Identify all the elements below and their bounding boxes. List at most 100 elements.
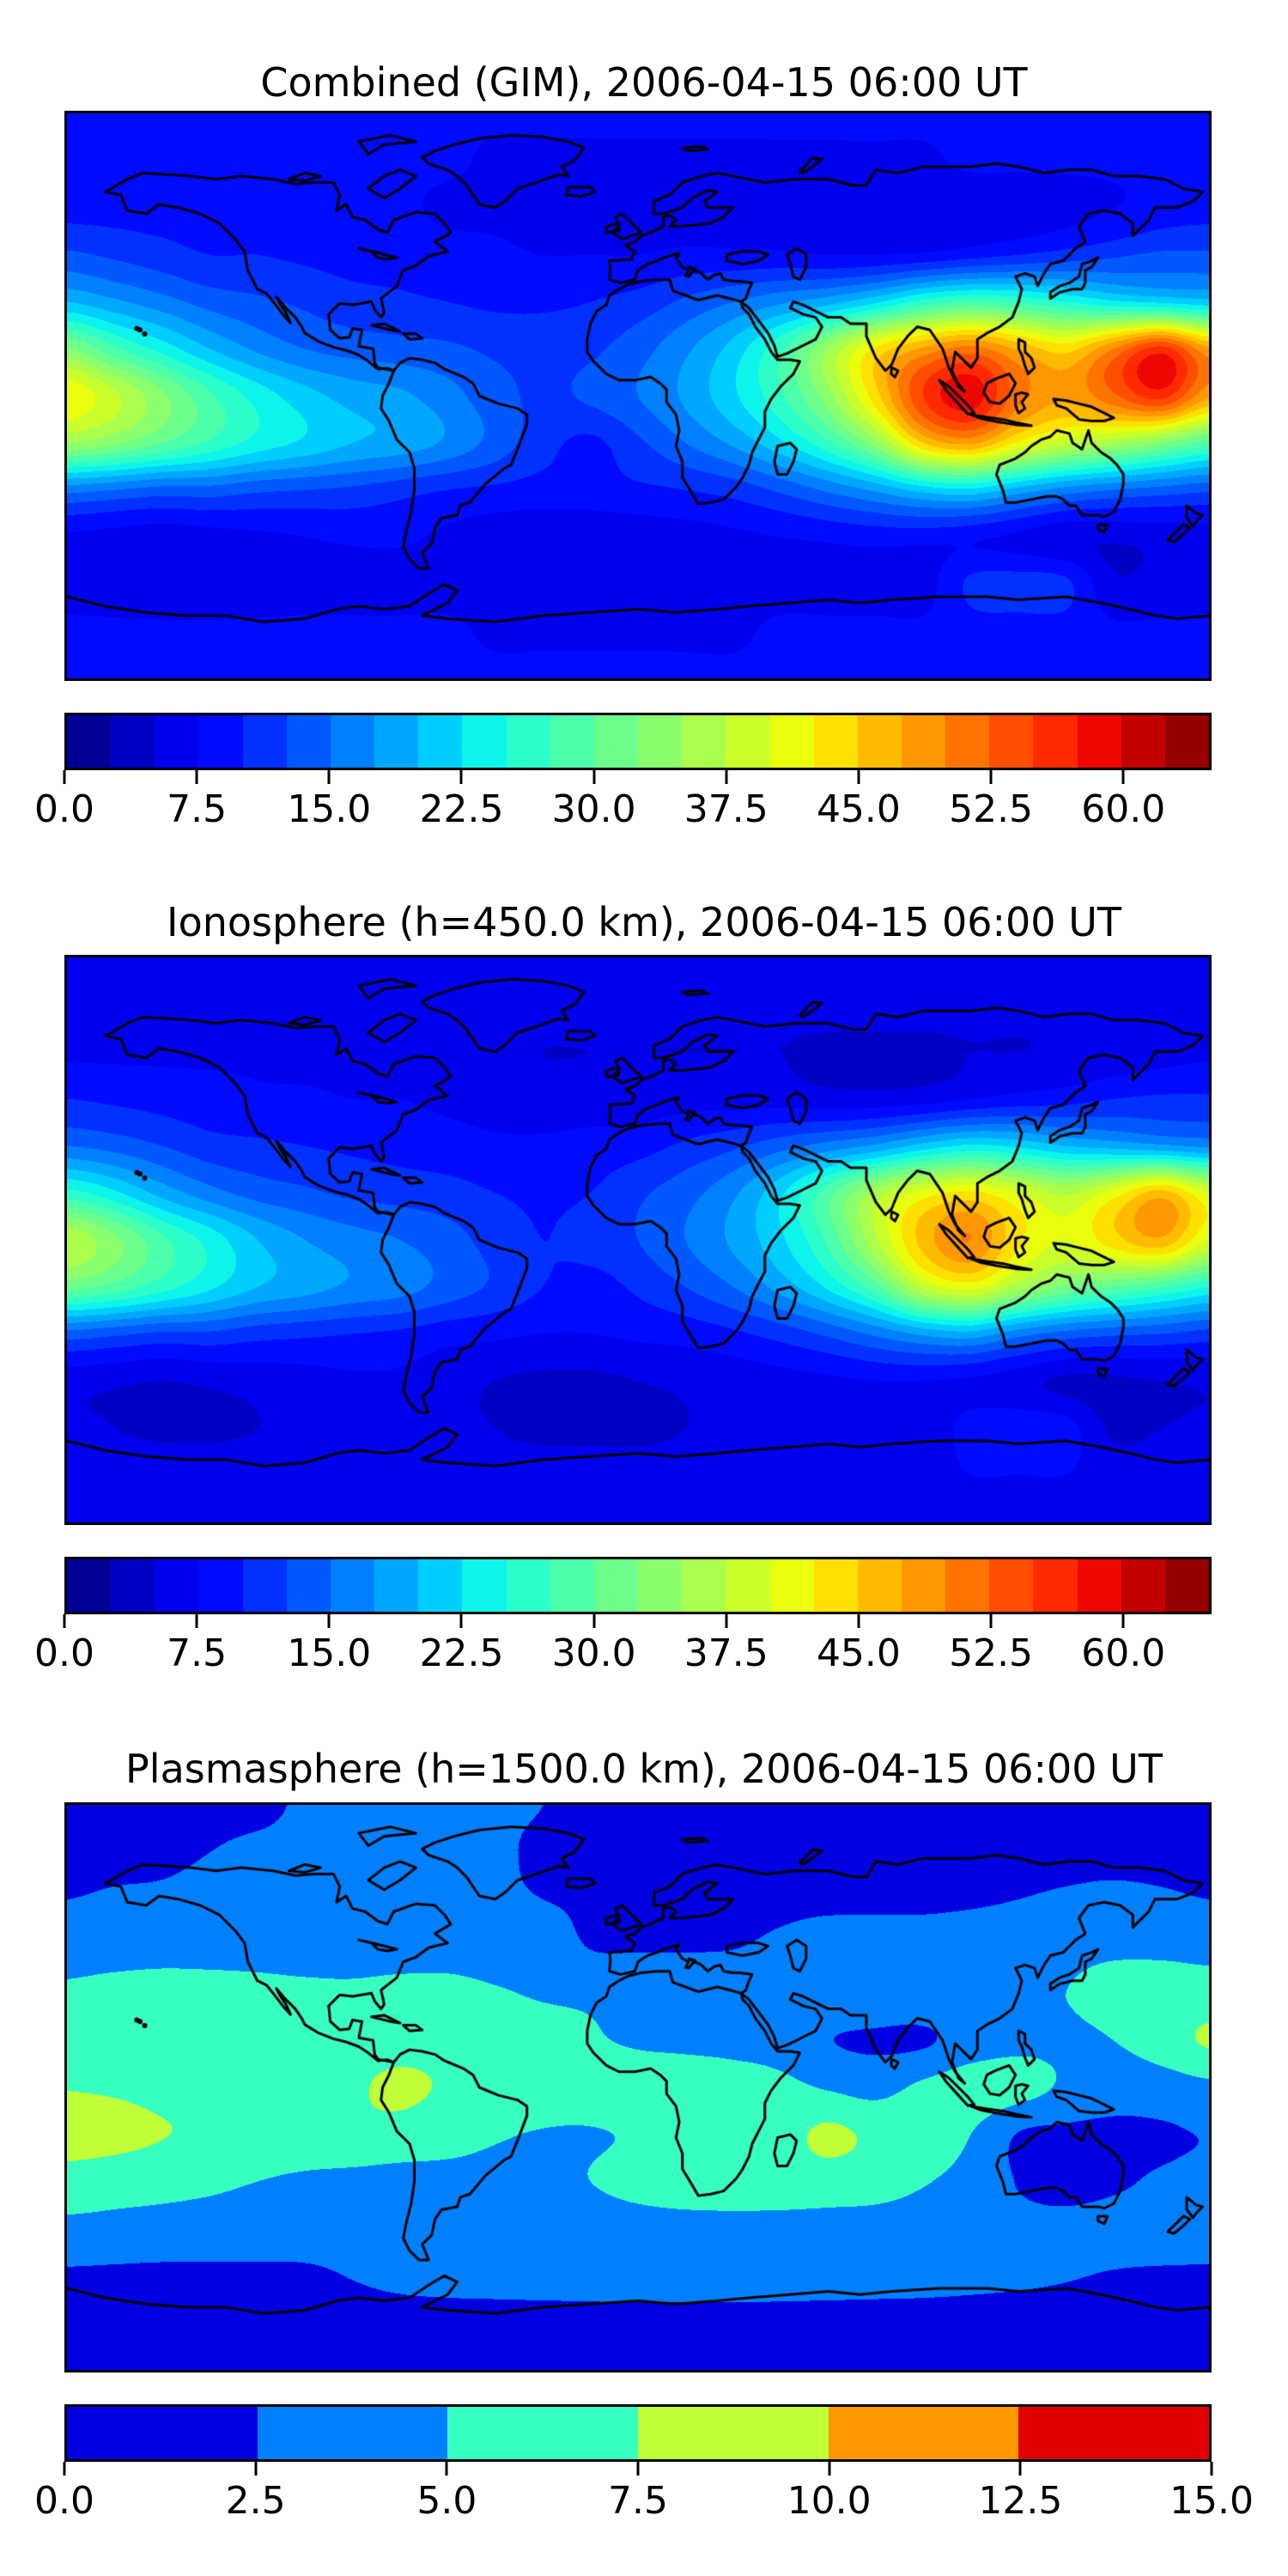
colorbar-segment <box>1077 1559 1121 1612</box>
colorbar-segment <box>155 715 199 768</box>
colorbar-segment <box>418 1559 463 1612</box>
colorbar-segment <box>550 1559 594 1612</box>
colorbar-tick-label: 60.0 <box>1081 787 1166 831</box>
colorbar-segment <box>813 715 858 768</box>
panel-title-plasmasphere: Plasmasphere (h=1500.0 km), 2006-04-15 0… <box>125 1746 1163 1792</box>
colorbar-segment <box>286 1559 331 1612</box>
colorbar-segment <box>682 715 726 768</box>
colorbar-tick <box>445 2462 448 2476</box>
colorbar-tick-label: 2.5 <box>225 2479 286 2523</box>
colorbar-tick-label: 37.5 <box>683 787 769 831</box>
colorbar-segment <box>1121 715 1165 768</box>
colorbar-segment <box>901 715 946 768</box>
colorbar-segment <box>67 715 112 768</box>
colorbar-segment <box>111 715 155 768</box>
colorbar-tick <box>254 2462 258 2476</box>
colorbar-axis-ionosphere: 0.0 7.5 15.0 22.5 30.0 37.5 45.0 52.5 60.0 <box>34 1614 1212 1709</box>
colorbar-tick-label: 0.0 <box>34 787 94 831</box>
colorbar-segment <box>945 715 990 768</box>
colorbar-segment <box>1164 1559 1210 1612</box>
colorbar-segment <box>286 715 331 768</box>
colorbar-ionosphere <box>64 1557 1212 1614</box>
colorbar-segment <box>857 1559 902 1612</box>
colorbar-tick <box>725 1614 728 1628</box>
colorbar-segment <box>330 1559 375 1612</box>
colorbar-segment <box>330 715 375 768</box>
colorbar-segment <box>374 1559 419 1612</box>
colorbar-segment <box>198 715 243 768</box>
colorbar-tick-label: 30.0 <box>551 1631 636 1675</box>
colorbar-tick-label: 45.0 <box>816 1631 901 1675</box>
colorbar-segment <box>242 1559 287 1612</box>
colorbar-segment <box>901 1559 946 1612</box>
colorbar-tick <box>1121 770 1125 784</box>
colorbar-tick <box>592 1614 596 1628</box>
colorbar-tick-label: 22.5 <box>419 1631 504 1675</box>
colorbar-tick-label: 0.0 <box>34 2479 94 2523</box>
colorbar-tick <box>1210 2462 1213 2476</box>
colorbar-tick <box>857 1614 860 1628</box>
colorbar-segment <box>462 1559 507 1612</box>
colorbar-tick-label: 52.5 <box>949 1631 1034 1675</box>
colorbar-segment <box>828 2407 1019 2459</box>
map-frame-plasmasphere <box>64 1802 1212 2372</box>
colorbar-segment <box>813 1559 858 1612</box>
colorbar-tick <box>195 1614 198 1628</box>
colorbar-tick-label: 15.0 <box>1170 2479 1254 2523</box>
colorbar-segment <box>506 1559 550 1612</box>
colorbar-segment <box>1018 2407 1210 2459</box>
colorbar-tick-label: 22.5 <box>419 787 504 831</box>
colorbar-segment <box>418 715 463 768</box>
colorbar-segment <box>638 715 683 768</box>
colorbar-tick-label: 0.0 <box>34 1631 94 1675</box>
map-frame-combined <box>64 111 1212 681</box>
colorbar-tick-label: 37.5 <box>683 1631 769 1675</box>
colorbar-plasmasphere <box>64 2404 1212 2462</box>
colorbar-tick-label: 52.5 <box>949 787 1034 831</box>
colorbar-tick-label: 60.0 <box>1081 1631 1166 1675</box>
colorbar-segment <box>155 1559 199 1612</box>
colorbar-segment <box>111 1559 155 1612</box>
colorbar-axis-plasmasphere: 0.0 2.5 5.0 7.5 10.0 12.5 15.0 <box>34 2462 1254 2556</box>
colorbar-tick <box>725 770 728 784</box>
colorbar-tick <box>459 770 463 784</box>
colorbar-tick-label: 7.5 <box>608 2479 668 2523</box>
colorbar-segment <box>989 1559 1034 1612</box>
colorbar-tick <box>989 1614 993 1628</box>
colorbar-segment <box>1121 1559 1165 1612</box>
colorbar-segment <box>726 715 770 768</box>
colorbar-tick-label: 7.5 <box>167 1631 228 1675</box>
colorbar-segment <box>447 2407 639 2459</box>
colorbar-tick <box>592 770 596 784</box>
colorbar-segment <box>67 2407 258 2459</box>
colorbar-segment <box>198 1559 243 1612</box>
colorbar-segment <box>726 1559 770 1612</box>
colorbar-tick <box>195 770 198 784</box>
colorbar-tick <box>327 770 331 784</box>
colorbar-tick-label: 5.0 <box>416 2479 477 2523</box>
colorbar-tick-label: 30.0 <box>551 787 636 831</box>
colorbar-tick <box>1018 2462 1022 2476</box>
colorbar-tick <box>63 2462 66 2476</box>
colorbar-tick <box>828 2462 831 2476</box>
colorbar-segment <box>638 2407 829 2459</box>
panel-title-ionosphere: Ionosphere (h=450.0 km), 2006-04-15 06:0… <box>167 899 1121 945</box>
colorbar-tick <box>63 770 66 784</box>
colorbar-segment <box>242 715 287 768</box>
colorbar-segment <box>462 715 507 768</box>
colorbar-segment <box>550 715 594 768</box>
colorbar-segment <box>1077 715 1121 768</box>
colorbar-tick-label: 15.0 <box>287 1631 372 1675</box>
colorbar-segment <box>1033 715 1078 768</box>
colorbar-segment <box>593 715 639 768</box>
colorbar-segment <box>989 715 1034 768</box>
colorbar-segment <box>1164 715 1210 768</box>
map-canvas-plasmasphere <box>67 1805 1209 2370</box>
colorbar-segment <box>638 1559 683 1612</box>
colorbar-axis-combined: 0.0 7.5 15.0 22.5 30.0 37.5 45.0 52.5 60.0 <box>34 770 1212 865</box>
colorbar-segment <box>67 1559 112 1612</box>
panel-title-combined: Combined (GIM), 2006-04-15 06:00 UT <box>260 59 1028 106</box>
colorbar-tick-label: 15.0 <box>287 787 372 831</box>
colorbar-tick <box>1121 1614 1125 1628</box>
